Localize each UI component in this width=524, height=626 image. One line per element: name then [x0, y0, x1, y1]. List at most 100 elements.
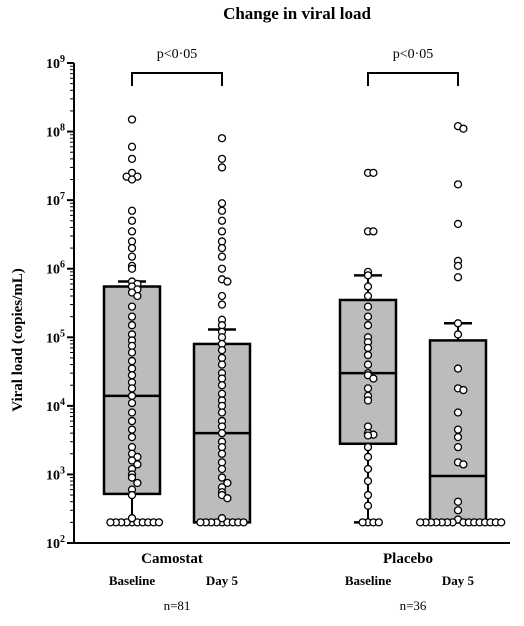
data-point [127, 391, 137, 400]
data-point [127, 348, 137, 357]
y-tick-base: 10 [46, 400, 60, 415]
y-tick-label: 103 [46, 465, 65, 483]
data-point [453, 273, 463, 282]
box-3 [416, 121, 506, 527]
data-point [217, 345, 227, 355]
data-point [453, 219, 463, 229]
data-point [133, 291, 142, 301]
data-point [217, 374, 227, 383]
data-point [217, 360, 227, 369]
data-point [127, 216, 137, 225]
significance-bracket [367, 72, 459, 86]
data-point [363, 282, 373, 291]
data-point [217, 163, 227, 172]
y-tick-exponent: 6 [60, 260, 65, 271]
data-point [217, 449, 227, 458]
y-tick-label: 102 [46, 534, 65, 552]
data-point [369, 227, 378, 236]
data-point [374, 518, 383, 527]
data-point [363, 321, 373, 330]
data-point [453, 319, 463, 328]
data-point [127, 408, 137, 417]
data-point [217, 464, 227, 474]
data-point [363, 291, 373, 301]
data-point [217, 458, 227, 467]
box-1 [192, 134, 252, 527]
data-point [459, 385, 468, 395]
data-point [127, 514, 137, 523]
y-tick-exponent: 3 [60, 465, 65, 476]
data-point [217, 389, 227, 398]
data-point [217, 252, 227, 261]
data-point [127, 456, 137, 465]
data-point [127, 115, 137, 124]
data-point [453, 364, 463, 373]
data-point [127, 398, 137, 408]
data-point [217, 401, 227, 411]
y-tick-base: 10 [46, 263, 60, 278]
data-point [358, 518, 367, 527]
data-point [369, 168, 378, 178]
data-point [217, 134, 227, 143]
y-tick-label: 105 [46, 328, 65, 346]
data-point [363, 422, 373, 431]
data-point [363, 312, 373, 321]
y-tick-label: 109 [46, 54, 65, 72]
data-point [127, 243, 137, 253]
data-point [363, 464, 373, 474]
y-tick-base: 10 [46, 194, 60, 209]
data-point [127, 356, 137, 366]
data-point [453, 180, 463, 189]
data-point [127, 175, 137, 184]
data-point [133, 460, 142, 469]
box-label: Day 5 [442, 573, 475, 588]
box-label: Baseline [109, 573, 155, 588]
box-label: Day 5 [206, 573, 239, 588]
data-point [127, 142, 137, 151]
data-point [127, 384, 137, 393]
data-point [127, 416, 137, 426]
data-point [223, 478, 232, 488]
data-point [453, 330, 463, 339]
y-tick-exponent: 8 [60, 123, 65, 134]
data-point [127, 425, 137, 434]
data-point [363, 360, 373, 369]
data-point [217, 237, 227, 246]
data-point [223, 494, 232, 503]
data-point [127, 432, 137, 442]
data-point [363, 271, 373, 280]
data-point [363, 384, 373, 393]
data-point [127, 237, 137, 246]
data-point [127, 321, 137, 330]
data-point [363, 431, 373, 440]
data-point [217, 227, 227, 236]
data-point [217, 422, 227, 431]
data-point [217, 291, 227, 301]
n-label: n=36 [400, 598, 427, 613]
data-point [363, 501, 373, 510]
data-point [453, 261, 463, 271]
data-point [217, 243, 227, 253]
data-point [127, 490, 137, 500]
data-point [363, 476, 373, 486]
p-value-label: p<0·05 [393, 47, 434, 62]
y-tick-base: 10 [46, 468, 60, 483]
data-point [217, 206, 227, 215]
data-point [497, 518, 506, 527]
data-point [217, 216, 227, 225]
box-0 [102, 115, 164, 527]
data-point [154, 518, 164, 527]
data-point [459, 124, 468, 133]
data-point [133, 478, 142, 488]
data-point [453, 442, 463, 452]
data-point [217, 381, 227, 390]
data-point [127, 442, 137, 452]
data-point [223, 277, 232, 286]
data-point [217, 353, 227, 363]
data-point [453, 432, 463, 442]
data-point [363, 452, 373, 462]
data-point [217, 428, 227, 438]
data-point [127, 371, 137, 380]
y-tick-exponent: 7 [60, 191, 65, 202]
